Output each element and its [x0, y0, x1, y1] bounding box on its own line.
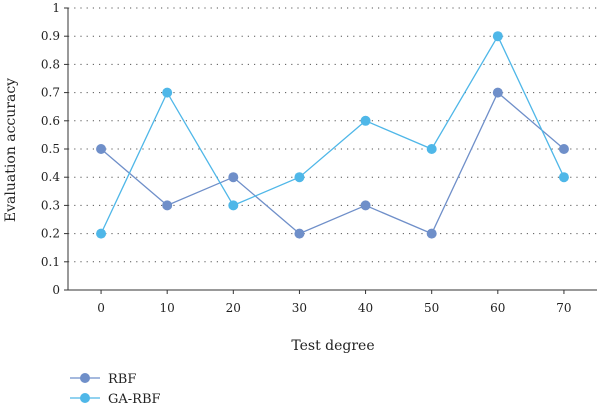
- x-tick-label-0: 0: [97, 301, 105, 315]
- series-line-rbf: [100, 91, 565, 235]
- series-ga-rbf: [96, 31, 569, 239]
- y-tick-label-1: 0.1: [41, 255, 60, 269]
- legend-item-rbf: RBF: [70, 372, 136, 387]
- x-tick-label-1: 10: [160, 301, 175, 315]
- y-tick-label-9: 0.9: [41, 29, 60, 43]
- data-point-ga-rbf-3: [294, 172, 305, 183]
- x-tick-label-4: 40: [358, 301, 373, 315]
- data-point-ga-rbf-2: [228, 200, 239, 211]
- legend-item-ga-rbf: GA-RBF: [70, 392, 161, 407]
- x-tick-label-7: 70: [556, 301, 571, 315]
- axes: [64, 7, 597, 294]
- y-tick-label-10: 1: [52, 1, 60, 15]
- data-point-ga-rbf-7: [558, 172, 569, 183]
- legend-marker-ga-rbf: [80, 393, 90, 403]
- legend-label-rbf: RBF: [108, 372, 136, 387]
- legend-marker-rbf: [80, 373, 90, 383]
- data-point-rbf-6: [492, 87, 503, 98]
- data-point-rbf-2: [228, 172, 239, 183]
- data-point-rbf-1: [162, 200, 173, 211]
- legend-label-ga-rbf: GA-RBF: [108, 392, 161, 407]
- x-tick-label-6: 60: [490, 301, 505, 315]
- legend: RBF GA-RBF: [70, 372, 161, 407]
- data-point-ga-rbf-6: [492, 31, 503, 42]
- series-rbf: [96, 87, 569, 239]
- grid: [68, 7, 597, 263]
- data-point-ga-rbf-1: [162, 87, 173, 98]
- data-point-rbf-7: [558, 144, 569, 154]
- data-point-rbf-0: [96, 144, 107, 154]
- y-tick-label-7: 0.7: [41, 86, 60, 100]
- x-axis-title: Test degree: [291, 338, 374, 354]
- data-point-rbf-3: [294, 228, 305, 239]
- x-tick-label-5: 50: [424, 301, 439, 315]
- data-point-ga-rbf-4: [360, 115, 371, 126]
- x-tick-label-2: 20: [226, 301, 241, 315]
- tick-labels: 00.10.20.30.40.50.60.70.80.910 10 20 30 40 50…: [41, 1, 572, 315]
- series-line-ga-rbf: [100, 34, 565, 234]
- data-point-rbf-5: [426, 228, 437, 239]
- y-tick-label-2: 0.2: [41, 227, 60, 241]
- y-tick-label-4: 0.4: [41, 170, 60, 184]
- series: [96, 31, 569, 239]
- y-tick-label-3: 0.3: [41, 198, 60, 212]
- x-tick-label-3: 30: [292, 301, 307, 315]
- data-point-ga-rbf-5: [426, 144, 437, 154]
- data-point-ga-rbf-0: [96, 228, 107, 239]
- data-point-rbf-4: [360, 200, 371, 211]
- y-tick-label-6: 0.6: [41, 114, 60, 128]
- y-axis-title: Evaluation accuracy: [3, 78, 19, 222]
- y-tick-label-0: 0: [52, 283, 60, 297]
- y-tick-label-5: 0.5: [41, 142, 60, 156]
- y-tick-label-8: 0.8: [41, 57, 60, 71]
